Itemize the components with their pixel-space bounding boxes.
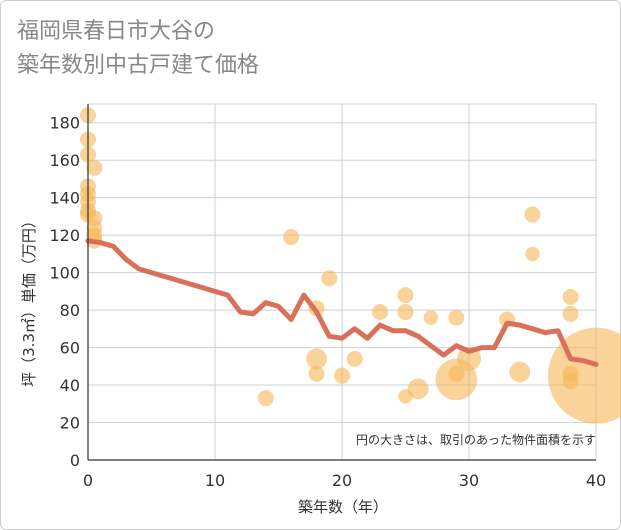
x-tick-label: 30 [459, 471, 479, 490]
data-point [407, 378, 429, 400]
axes: 0 20 40 60 80 100 120 140 160 180 0 10 20 30 40 [49, 104, 606, 490]
average-line [85, 238, 599, 367]
data-point [308, 365, 325, 382]
chart-title-line1: 福岡県春日市大谷の [17, 19, 216, 44]
data-point [257, 390, 274, 407]
x-tick-label: 10 [205, 471, 225, 490]
data-point [372, 303, 389, 320]
size-note: 円の大きさは、取引のあった物件面積を示す [356, 432, 596, 447]
data-point [423, 310, 439, 325]
data-point [397, 303, 414, 320]
data-point [548, 327, 621, 424]
y-tick-label: 100 [49, 264, 80, 283]
y-tick-label: 120 [49, 226, 80, 245]
y-tick-label: 60 [60, 339, 80, 358]
data-point [346, 350, 363, 367]
x-axis-label: 築年数（年） [298, 498, 388, 516]
data-point [397, 287, 414, 304]
y-tick-label: 140 [49, 189, 80, 208]
x-tick-label: 20 [332, 471, 352, 490]
data-point [524, 206, 541, 223]
data-point [448, 365, 465, 382]
data-points [80, 107, 621, 424]
y-tick-label: 80 [60, 301, 80, 320]
y-tick-label: 180 [49, 114, 80, 133]
y-tick-label: 20 [60, 414, 80, 433]
grid [87, 103, 597, 461]
data-point [562, 305, 579, 322]
x-tick-label: 0 [83, 471, 93, 490]
data-point [509, 361, 531, 383]
chart-title: 福岡県春日市大谷の 築年数別中古戸建て価格 [17, 15, 259, 83]
x-tick-label: 40 [586, 471, 606, 490]
data-point [306, 348, 327, 370]
y-tick-label: 0 [70, 451, 80, 470]
data-point [448, 309, 465, 326]
data-point [334, 367, 350, 384]
data-point [321, 270, 338, 287]
data-point [457, 346, 481, 371]
y-tick-label: 40 [60, 376, 80, 395]
data-point [86, 159, 103, 176]
data-point [525, 246, 540, 262]
chart-title-line2: 築年数別中古戸建て価格 [17, 53, 260, 78]
average-line-group [85, 238, 599, 367]
y-tick-label: 160 [49, 151, 80, 170]
y-axis-label: 坪（3.3㎡）単価（万円） [20, 213, 38, 387]
data-point [562, 288, 579, 305]
data-point [283, 229, 300, 246]
